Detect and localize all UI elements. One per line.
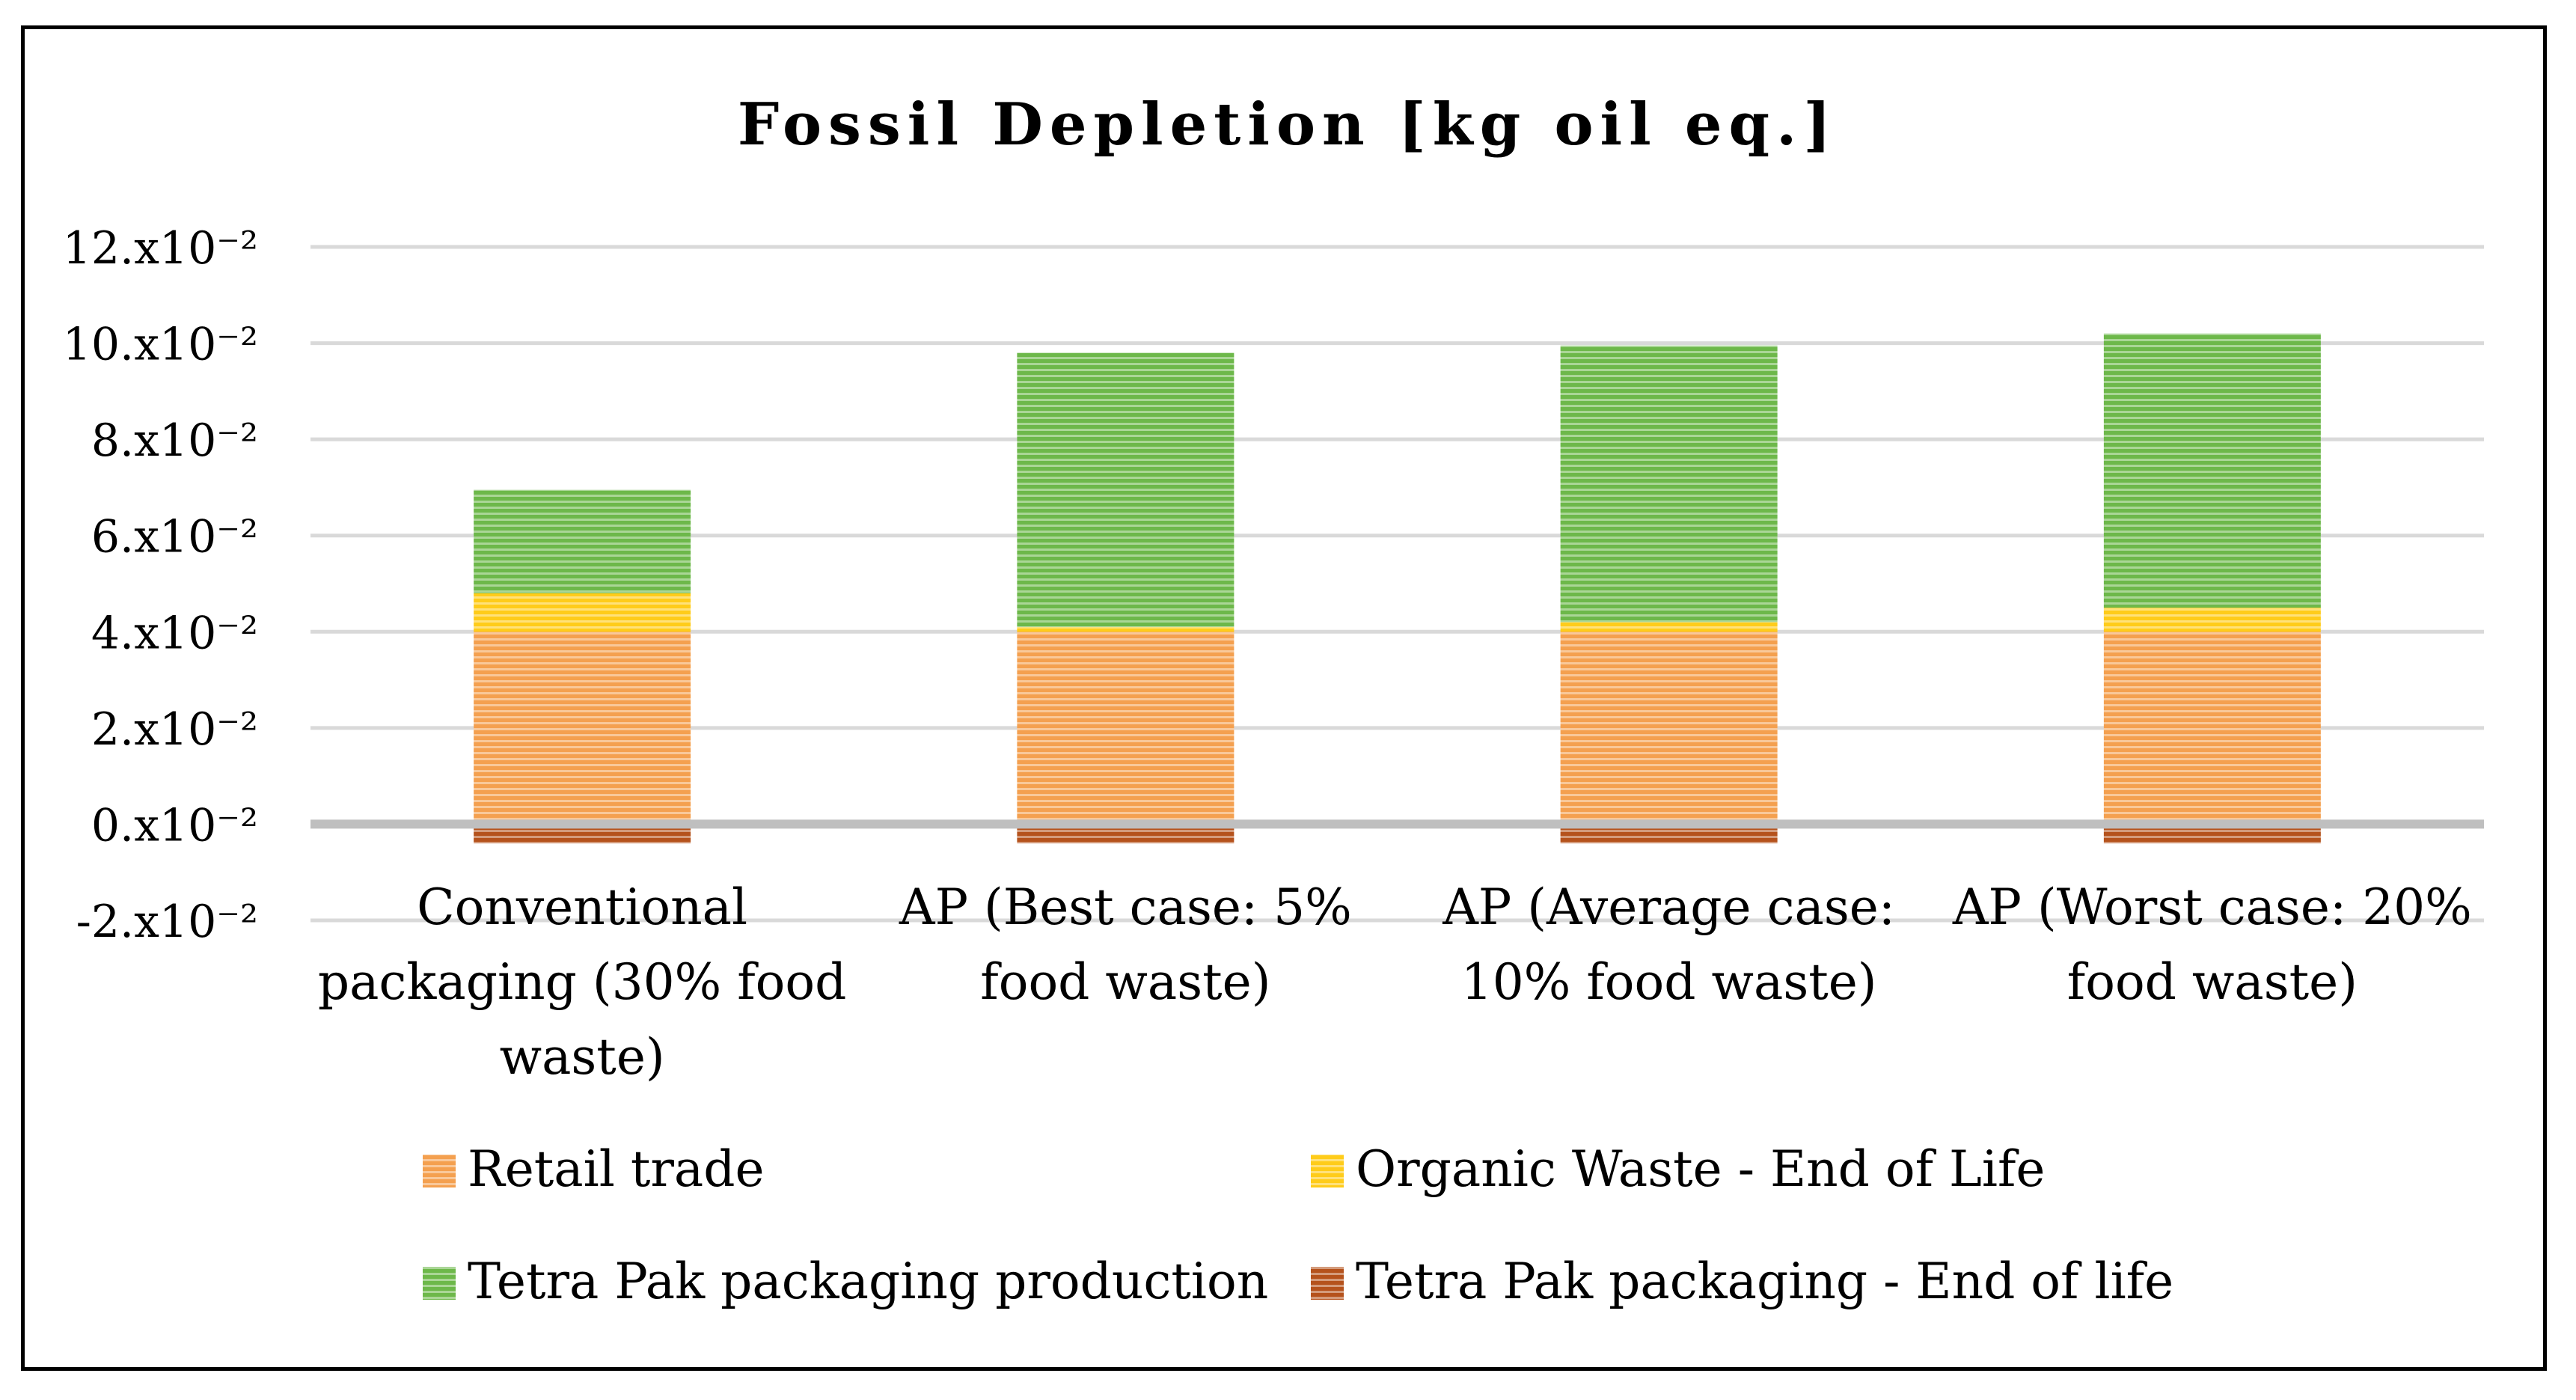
bar-stack	[2103, 333, 2321, 844]
bar-stack	[474, 489, 691, 844]
bar-segment	[474, 489, 691, 593]
bar-stack	[1017, 352, 1235, 844]
legend-item: Retail trade	[423, 1140, 765, 1198]
legend-item: Tetra Pak packaging - End of life	[1311, 1253, 2173, 1310]
legend-label: Tetra Pak packaging - End of life	[1356, 1253, 2173, 1310]
y-tick-label: 10.x10⁻²	[63, 319, 258, 371]
bar-segment	[474, 593, 691, 632]
legend-swatch	[1311, 1267, 1344, 1300]
bar-segment	[474, 632, 691, 825]
legend-label: Retail trade	[468, 1140, 765, 1198]
bar-segment	[1560, 622, 1778, 632]
bar-segment	[1560, 632, 1778, 825]
bars	[474, 333, 2321, 844]
chart-title: Fossil Depletion [kg oil eq.]	[738, 91, 1838, 159]
bar-stack	[1560, 345, 1778, 844]
y-axis-tick-labels: -2.x10⁻² 0.x10⁻² 2.x10⁻² 4.x10⁻² 6.x10⁻² 8.x1…	[63, 222, 258, 948]
bar-segment	[1560, 345, 1778, 623]
x-category-label: AP (Best case: 5% food waste)	[899, 878, 1352, 1011]
x-axis-category-labels: Conventional packaging (30% food waste) AP …	[318, 878, 2472, 1086]
x-category-label: Conventional packaging (30% food waste)	[318, 878, 847, 1086]
bar-segment	[1017, 626, 1235, 632]
bar-segment	[1017, 352, 1235, 627]
y-tick-label: 6.x10⁻²	[91, 511, 258, 563]
legend-swatch	[423, 1155, 456, 1187]
legend-swatch	[1311, 1155, 1344, 1187]
legend-swatch	[423, 1267, 456, 1300]
y-tick-label: 2.x10⁻²	[91, 703, 258, 756]
y-tick-label: 12.x10⁻²	[63, 222, 258, 275]
y-tick-label: 0.x10⁻²	[91, 799, 258, 852]
legend-label: Tetra Pak packaging production	[468, 1253, 1268, 1310]
bar-segment	[2103, 608, 2321, 632]
bar-segment	[1017, 632, 1235, 825]
legend: Retail trade Organic Waste - End of Life T…	[423, 1140, 2173, 1310]
y-tick-label: 4.x10⁻²	[91, 607, 258, 659]
legend-item: Tetra Pak packaging production	[423, 1253, 1268, 1310]
y-tick-label: -2.x10⁻²	[76, 896, 258, 948]
x-category-label: AP (Average case: 10% food waste)	[1442, 878, 1895, 1011]
legend-label: Organic Waste - End of Life	[1356, 1140, 2045, 1198]
bar-segment	[2103, 333, 2321, 608]
bar-segment	[2103, 632, 2321, 825]
x-category-label: AP (Worst case: 20% food waste)	[1952, 878, 2472, 1011]
legend-item: Organic Waste - End of Life	[1311, 1140, 2045, 1198]
y-tick-label: 8.x10⁻²	[91, 415, 258, 467]
